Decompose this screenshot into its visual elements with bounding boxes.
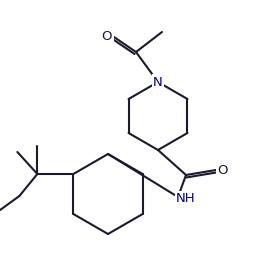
Text: N: N (153, 76, 163, 89)
Text: O: O (218, 164, 228, 176)
Text: O: O (102, 30, 112, 44)
Text: NH: NH (176, 193, 196, 206)
